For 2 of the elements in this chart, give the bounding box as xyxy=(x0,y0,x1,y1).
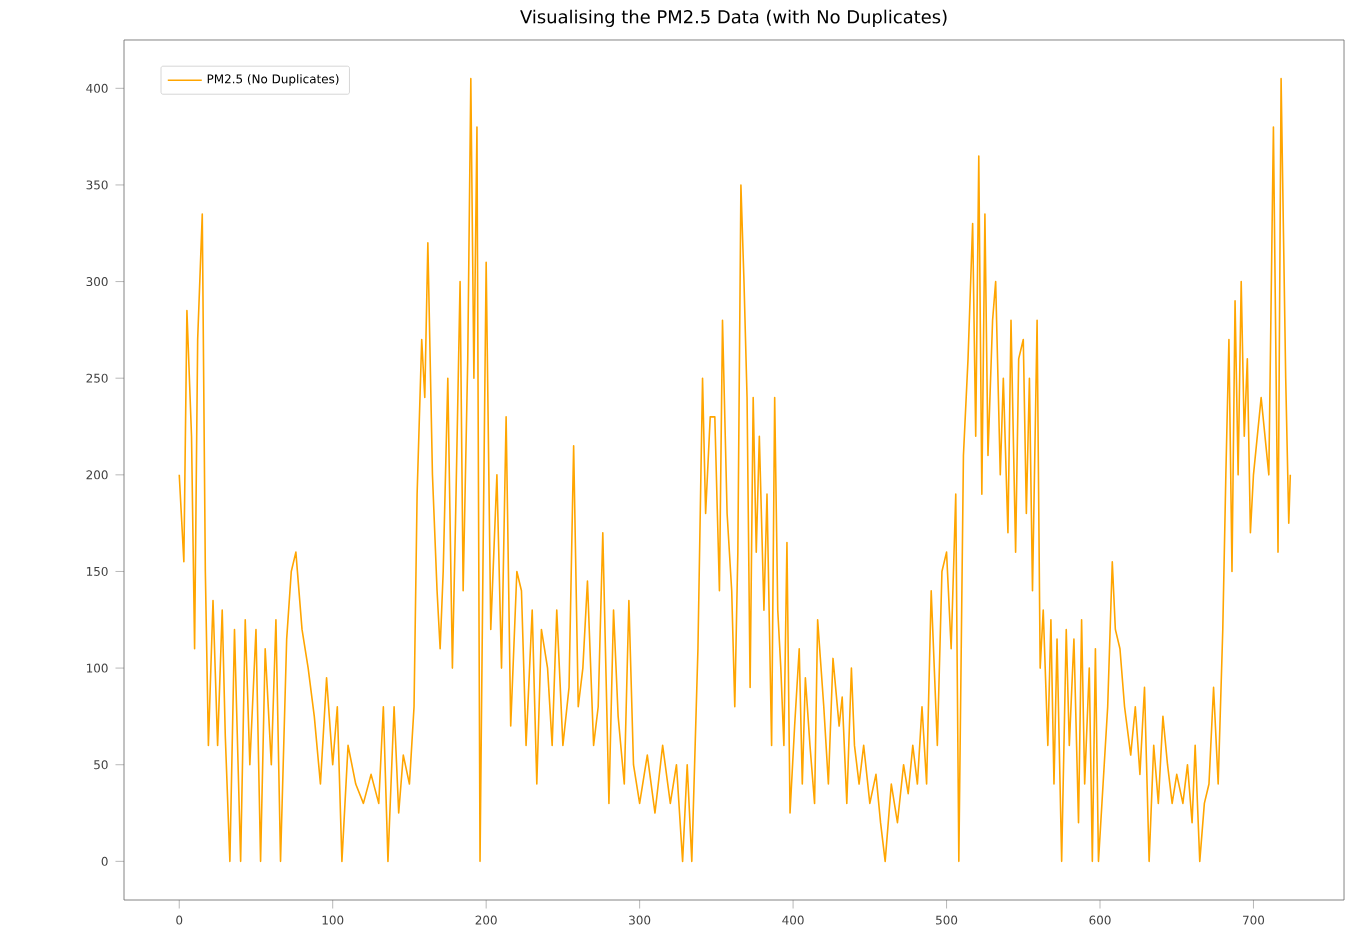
chart-title: Visualising the PM2.5 Data (with No Duplicates) xyxy=(520,9,947,27)
line-series xyxy=(178,77,1292,863)
